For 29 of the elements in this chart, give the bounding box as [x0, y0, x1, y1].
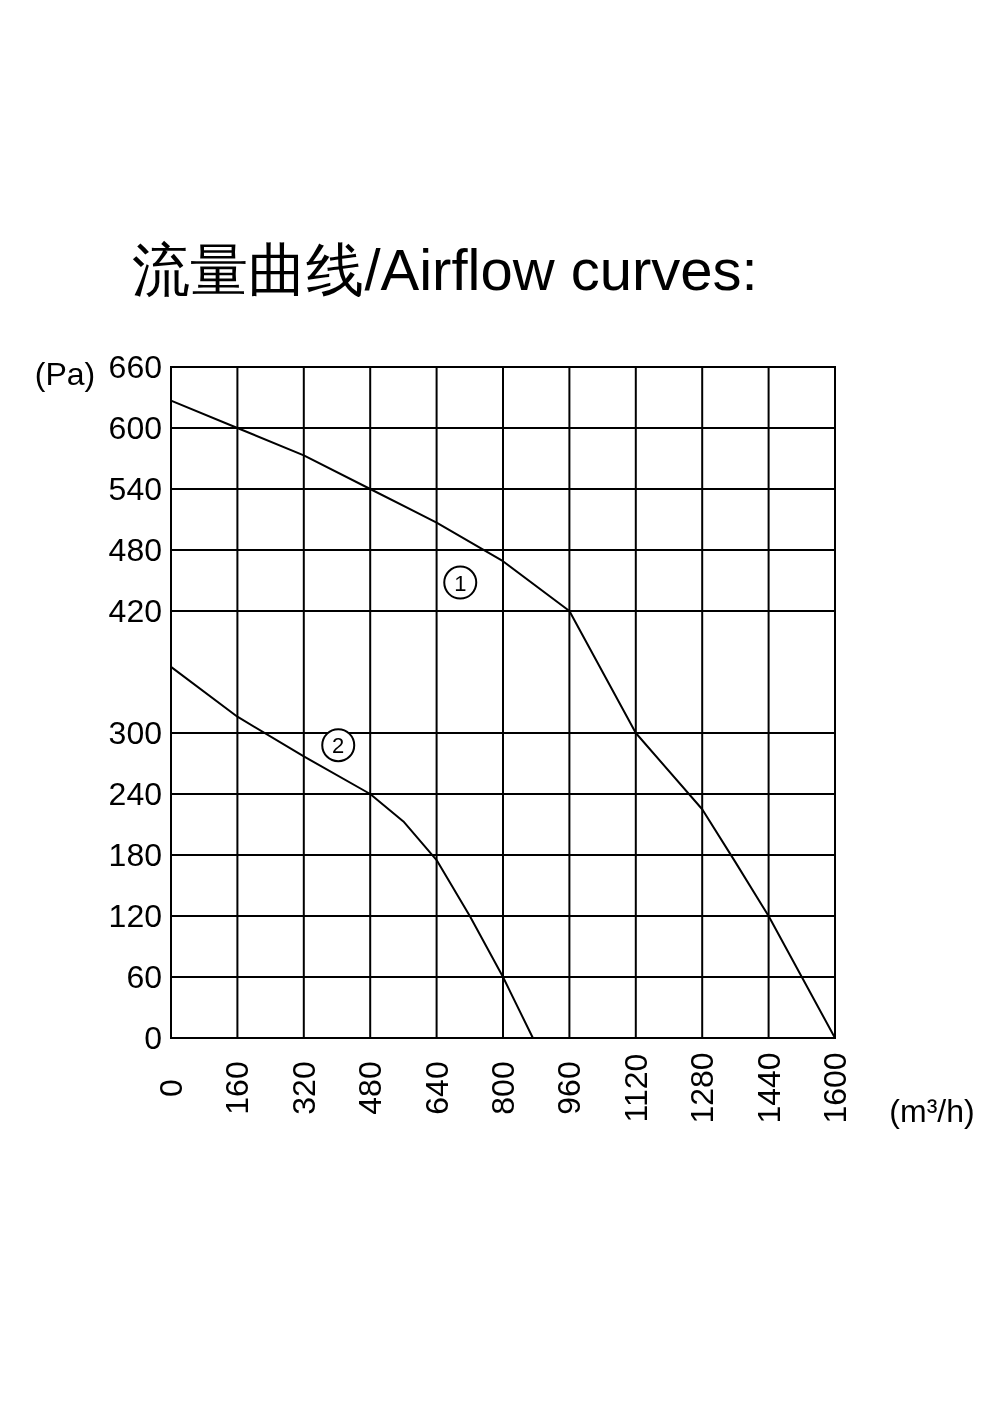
y-tick-label: 600 — [108, 410, 162, 446]
x-tick-label: 480 — [352, 1061, 389, 1115]
chart-title: 流量曲线/Airflow curves: — [132, 237, 758, 302]
x-tick-label: 0 — [153, 1079, 189, 1097]
y-tick-label: 540 — [108, 471, 162, 507]
y-axis-title: (Pa) — [34, 356, 96, 392]
x-tick-label: 1280 — [684, 1052, 721, 1124]
y-tick-label: 420 — [108, 593, 162, 629]
y-tick-label: 0 — [144, 1020, 162, 1056]
y-tick-label: 300 — [108, 715, 162, 751]
x-tick-label: 800 — [485, 1061, 521, 1115]
x-tick-label: 160 — [219, 1061, 256, 1115]
y-tick-label: 180 — [108, 837, 162, 873]
x-tick-label: 960 — [551, 1061, 588, 1115]
y-tick-label: 240 — [108, 776, 162, 812]
x-axis-title: (m³/h) — [889, 1093, 975, 1129]
x-tick-label: 1600 — [817, 1052, 853, 1124]
y-tick-label: 120 — [108, 898, 162, 934]
y-tick-label: 60 — [126, 959, 162, 995]
annotation: 1 — [454, 570, 467, 596]
y-tick-label: 660 — [108, 349, 162, 385]
annotation: 2 — [332, 733, 345, 759]
y-tick-label: 480 — [108, 532, 162, 568]
x-tick-label: 1120 — [617, 1053, 654, 1123]
annotation: 2 — [321, 728, 356, 763]
x-tick-label: 1440 — [750, 1052, 787, 1124]
annotation: 1 — [443, 565, 478, 600]
x-tick-label: 640 — [418, 1061, 455, 1115]
x-tick-label: 320 — [285, 1061, 322, 1115]
